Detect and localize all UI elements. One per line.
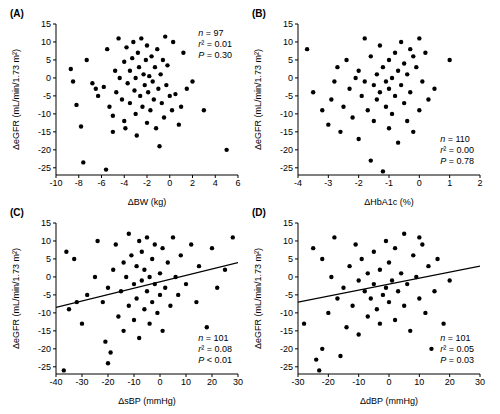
- svg-text:-20: -20: [38, 145, 51, 155]
- svg-text:-10: -10: [38, 308, 51, 318]
- svg-text:-3: -3: [324, 178, 332, 188]
- html-text:n = 97: n = 97: [198, 28, 224, 38]
- svg-text:-8: -8: [75, 178, 83, 188]
- svg-text:-5: -5: [285, 91, 293, 101]
- svg-text:0: 0: [288, 272, 293, 282]
- svg-text:5: 5: [46, 55, 51, 65]
- html-text:r ² = 0.00: r ² = 0.00: [440, 145, 474, 155]
- svg-text:-5: -5: [43, 290, 51, 300]
- svg-text:10: 10: [283, 37, 293, 47]
- html-text:P < 0.01: P < 0.01: [198, 355, 232, 365]
- svg-text:-2: -2: [355, 178, 363, 188]
- html-text:r ² = 0.05: r ² = 0.05: [440, 344, 474, 354]
- svg-text:-15: -15: [38, 326, 51, 336]
- svg-text:5: 5: [288, 254, 293, 264]
- svg-text:-20: -20: [322, 377, 335, 387]
- svg-text:15: 15: [41, 218, 51, 228]
- svg-text:-25: -25: [280, 163, 293, 173]
- svg-text:20: 20: [207, 377, 217, 387]
- svg-text:-10: -10: [280, 308, 293, 318]
- svg-text:-4: -4: [294, 178, 302, 188]
- html-text:(A): (A): [10, 8, 24, 19]
- svg-text:ΔeGFR (mL/min/1.73 m²): ΔeGFR (mL/min/1.73 m²): [253, 49, 263, 150]
- html-text:n = 101: n = 101: [440, 333, 471, 343]
- svg-text:2: 2: [190, 178, 195, 188]
- svg-text:-20: -20: [280, 344, 293, 354]
- svg-text:ΔeGFR (mL/min/1.73 m²): ΔeGFR (mL/min/1.73 m²): [11, 49, 21, 150]
- svg-text:0: 0: [417, 178, 422, 188]
- svg-text:0: 0: [167, 178, 172, 188]
- svg-text:0: 0: [46, 272, 51, 282]
- svg-text:-15: -15: [38, 127, 51, 137]
- svg-text:-30: -30: [291, 377, 304, 387]
- svg-text:-5: -5: [43, 91, 51, 101]
- svg-text:-15: -15: [280, 127, 293, 137]
- svg-text:ΔHbA1c (%): ΔHbA1c (%): [364, 197, 414, 207]
- svg-text:15: 15: [283, 19, 293, 29]
- svg-text:ΔeGFR (mL/min/1.73 m²): ΔeGFR (mL/min/1.73 m²): [11, 248, 21, 349]
- html-text:P = 0.30: P = 0.30: [198, 50, 232, 60]
- svg-text:-1: -1: [385, 178, 393, 188]
- svg-text:-25: -25: [38, 362, 51, 372]
- svg-text:-10: -10: [352, 377, 365, 387]
- svg-text:-20: -20: [280, 145, 293, 155]
- svg-text:ΔBW (kg): ΔBW (kg): [128, 197, 167, 207]
- svg-text:15: 15: [41, 19, 51, 29]
- svg-text:15: 15: [283, 218, 293, 228]
- html-text:(B): (B): [252, 8, 266, 19]
- svg-text:ΔdBP (mmHg): ΔdBP (mmHg): [360, 396, 418, 406]
- html-text:(D): (D): [252, 207, 266, 218]
- svg-text:0: 0: [157, 377, 162, 387]
- svg-text:-5: -5: [285, 290, 293, 300]
- html-text:r ² = 0.08: r ² = 0.08: [198, 344, 232, 354]
- svg-text:-10: -10: [49, 178, 62, 188]
- html-text:n = 101: n = 101: [198, 333, 229, 343]
- svg-text:0: 0: [386, 377, 391, 387]
- svg-text:10: 10: [41, 37, 51, 47]
- svg-text:-4: -4: [120, 178, 128, 188]
- svg-text:ΔeGFR (mL/min/1.73 m²): ΔeGFR (mL/min/1.73 m²): [253, 248, 263, 349]
- svg-text:4: 4: [213, 178, 218, 188]
- svg-text:1: 1: [447, 178, 452, 188]
- svg-text:-10: -10: [280, 109, 293, 119]
- svg-text:6: 6: [235, 178, 240, 188]
- svg-text:30: 30: [475, 377, 485, 387]
- svg-text:10: 10: [283, 236, 293, 246]
- html-text:r ² = 0.01: r ² = 0.01: [198, 39, 232, 49]
- svg-text:-20: -20: [38, 344, 51, 354]
- svg-text:0: 0: [288, 73, 293, 83]
- svg-text:10: 10: [181, 377, 191, 387]
- svg-text:2: 2: [477, 178, 482, 188]
- html-text:P = 0.03: P = 0.03: [440, 355, 474, 365]
- svg-text:10: 10: [41, 236, 51, 246]
- svg-text:ΔsBP (mmHg): ΔsBP (mmHg): [118, 396, 175, 406]
- svg-text:20: 20: [445, 377, 455, 387]
- svg-text:-6: -6: [97, 178, 105, 188]
- svg-text:-40: -40: [49, 377, 62, 387]
- svg-text:-15: -15: [280, 326, 293, 336]
- svg-text:30: 30: [233, 377, 243, 387]
- svg-text:-10: -10: [38, 109, 51, 119]
- svg-text:-30: -30: [75, 377, 88, 387]
- html-text:n = 110: n = 110: [440, 134, 470, 144]
- svg-text:5: 5: [46, 254, 51, 264]
- svg-text:-10: -10: [127, 377, 140, 387]
- svg-text:0: 0: [46, 73, 51, 83]
- html-text:P = 0.78: P = 0.78: [440, 156, 474, 166]
- svg-text:-2: -2: [143, 178, 151, 188]
- svg-text:-20: -20: [101, 377, 114, 387]
- svg-text:-25: -25: [280, 362, 293, 372]
- svg-text:10: 10: [414, 377, 424, 387]
- html-text:(C): (C): [10, 207, 24, 218]
- svg-text:5: 5: [288, 55, 293, 65]
- svg-text:-25: -25: [38, 163, 51, 173]
